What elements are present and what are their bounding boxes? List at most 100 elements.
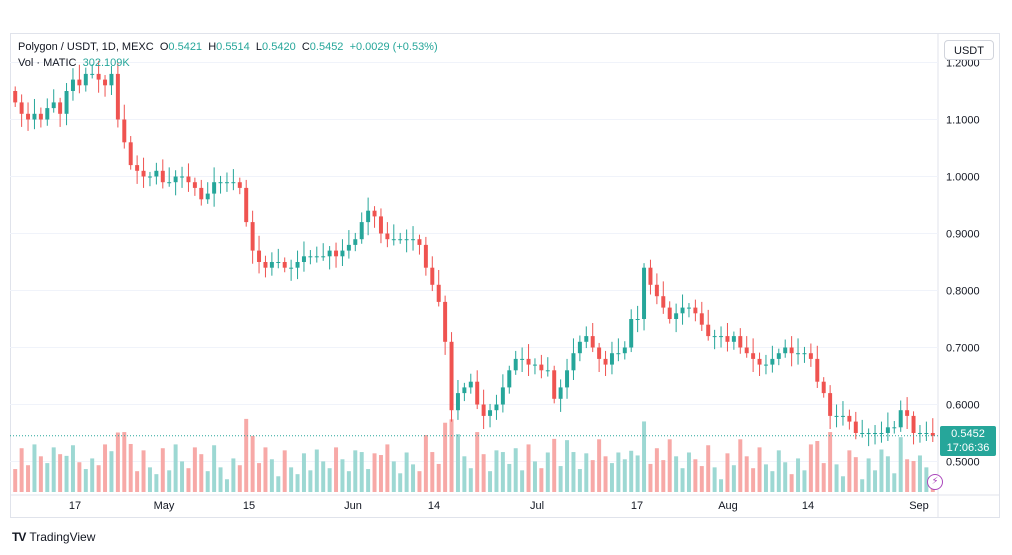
candle-body [301,256,306,262]
candle-body [584,336,589,342]
volume-bar [693,459,698,492]
candle-body [186,176,191,183]
candle-body [520,358,525,360]
volume-bar [109,451,114,492]
lightning-icon[interactable]: ⚡ [927,474,943,490]
volume-bar [494,450,499,492]
volume-bar [263,447,268,492]
legend-high-value: 0.5514 [216,41,250,53]
candle-body [622,347,627,354]
volume-bar [141,450,146,492]
volume-bar [667,439,672,492]
candle-body [898,410,903,428]
volume-bar [597,439,602,492]
volume-bar [244,418,249,492]
y-tick-label: 0.9000 [946,229,980,241]
candle-body [751,353,756,359]
candle-body [282,262,287,268]
candle-body [796,353,801,355]
candle-body [462,387,467,394]
candle-body [616,353,621,355]
candle-body [321,256,326,258]
candle-body [398,239,403,241]
candle-body [423,244,428,268]
candle-body [609,353,614,365]
candle-body [455,393,460,411]
volume-bar [90,458,95,492]
volume-bar [770,471,775,492]
candle-body [770,358,775,365]
candle-body [366,210,371,223]
volume-bar [866,458,871,492]
volume-bar [411,464,416,492]
candle-body [109,73,114,86]
y-tick-label: 0.5000 [946,457,980,469]
candle-body [90,73,95,75]
volume-bar [648,463,653,492]
volume-bar [686,452,691,492]
x-tick-label: 15 [243,500,255,512]
volume-bar [898,437,903,492]
volume-bar [834,464,839,492]
volume-bar [103,444,108,492]
volume-bar [321,461,326,492]
candle-body [744,347,749,354]
volume-bar [359,452,364,492]
volume-bar [58,454,63,492]
candle-body [719,336,724,338]
candle-body [135,165,140,171]
volume-bar [212,445,217,492]
volume-bar [417,471,422,492]
volume-bar [654,448,659,492]
candle-body [83,73,88,86]
candle-body [147,176,152,178]
volume-bar [276,476,281,492]
volume-bar [423,435,428,492]
candle-body [526,358,531,365]
volume-bar [224,479,229,492]
legend-symbol: Polygon / USDT, 1D, MEXC [18,41,154,53]
candle-body [32,113,37,120]
bar-countdown: 17:06:36 [946,442,990,454]
volume-bar [776,450,781,492]
volume-bar [154,474,159,492]
candle-body [821,381,826,394]
volume-bar [507,463,512,492]
currency-button[interactable]: USDT [944,40,994,60]
volume-bar [83,469,88,492]
volume-bar [334,447,339,492]
candle-body [64,91,69,114]
volume-bar [879,449,884,492]
candle-body [712,336,717,338]
candle-body [924,433,929,434]
candle-body [661,296,666,308]
volume-bar [180,461,185,492]
volume-bar [603,456,608,492]
candle-body [70,79,75,91]
candle-body [115,73,120,120]
tradingview-logo-icon: TV [12,530,26,544]
volume-bar [642,421,647,492]
candle-body [706,324,711,337]
candle-body [783,347,788,354]
volume-bar [45,463,50,492]
candle-body [776,353,781,359]
volume-bar [526,444,531,492]
legend-high-label: H [208,41,217,53]
candle-body [603,358,608,365]
candle-body [513,358,518,371]
volume-bar [237,465,242,492]
volume-bar [661,460,666,492]
candle-body [391,239,396,241]
volume-bar [51,447,56,492]
volume-bar [13,469,18,492]
candle-body [38,113,43,120]
x-tick-label: 17 [69,500,81,512]
candle-body [654,284,659,297]
brand[interactable]: TV TradingView [12,530,95,544]
candle-body [545,370,550,372]
volume-bar [808,444,813,492]
candle-body [173,176,178,183]
candle-body [276,262,281,263]
